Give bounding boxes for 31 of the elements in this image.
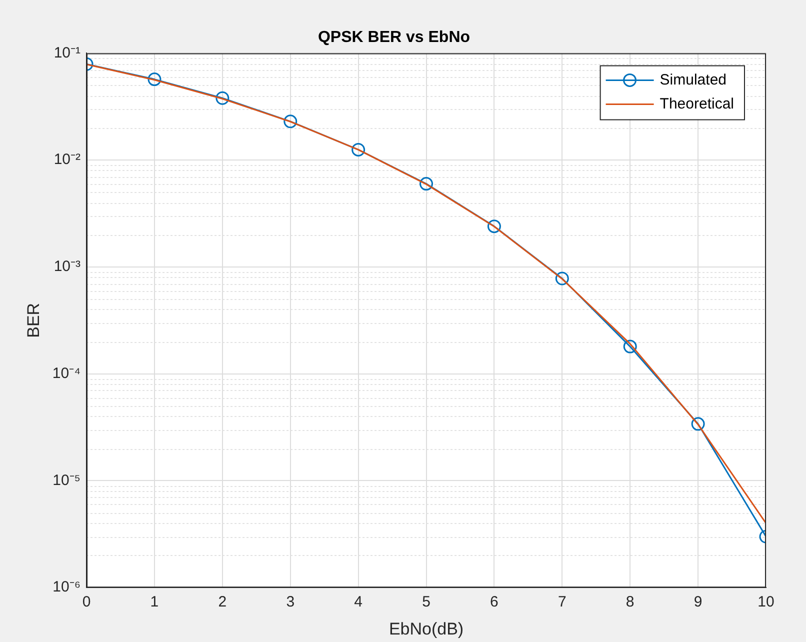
x-tick-label: 4 <box>354 594 362 611</box>
point <box>555 272 569 286</box>
x-tick-label: 5 <box>422 594 430 611</box>
y-axis-title: BER <box>24 302 43 338</box>
y-tick-label: 10⁻⁶ <box>52 578 81 596</box>
x-tick-label: 3 <box>286 594 295 611</box>
x-tick-label: 10 <box>758 594 774 611</box>
y-tick-label: 10⁻¹ <box>54 44 81 62</box>
y-tick-label: 10⁻⁵ <box>52 472 81 489</box>
x-tick-label: 1 <box>150 594 159 611</box>
point <box>691 417 705 431</box>
point <box>216 91 230 105</box>
x-tick-label: 6 <box>490 594 498 611</box>
x-axis-title: EbNo(dB) <box>388 619 464 638</box>
chart-title: QPSK BER vs EbNo <box>318 29 470 46</box>
point <box>487 220 501 234</box>
point <box>352 142 366 156</box>
x-tick-label: 7 <box>558 594 566 611</box>
legend-label: Simulated <box>660 71 726 88</box>
legend-label: Theoretical <box>660 95 734 112</box>
point <box>284 114 298 128</box>
y-tick-label: 10⁻⁴ <box>52 364 81 382</box>
x-tick-label: 8 <box>626 594 634 611</box>
x-tick-label: 9 <box>694 594 702 611</box>
y-tick-label: 10⁻³ <box>54 258 81 276</box>
x-tick-label: 0 <box>82 594 91 611</box>
point <box>623 340 637 354</box>
point <box>148 72 162 86</box>
point <box>420 177 434 191</box>
y-tick-label: 10⁻² <box>54 151 81 168</box>
x-tick-label: 2 <box>218 594 227 611</box>
